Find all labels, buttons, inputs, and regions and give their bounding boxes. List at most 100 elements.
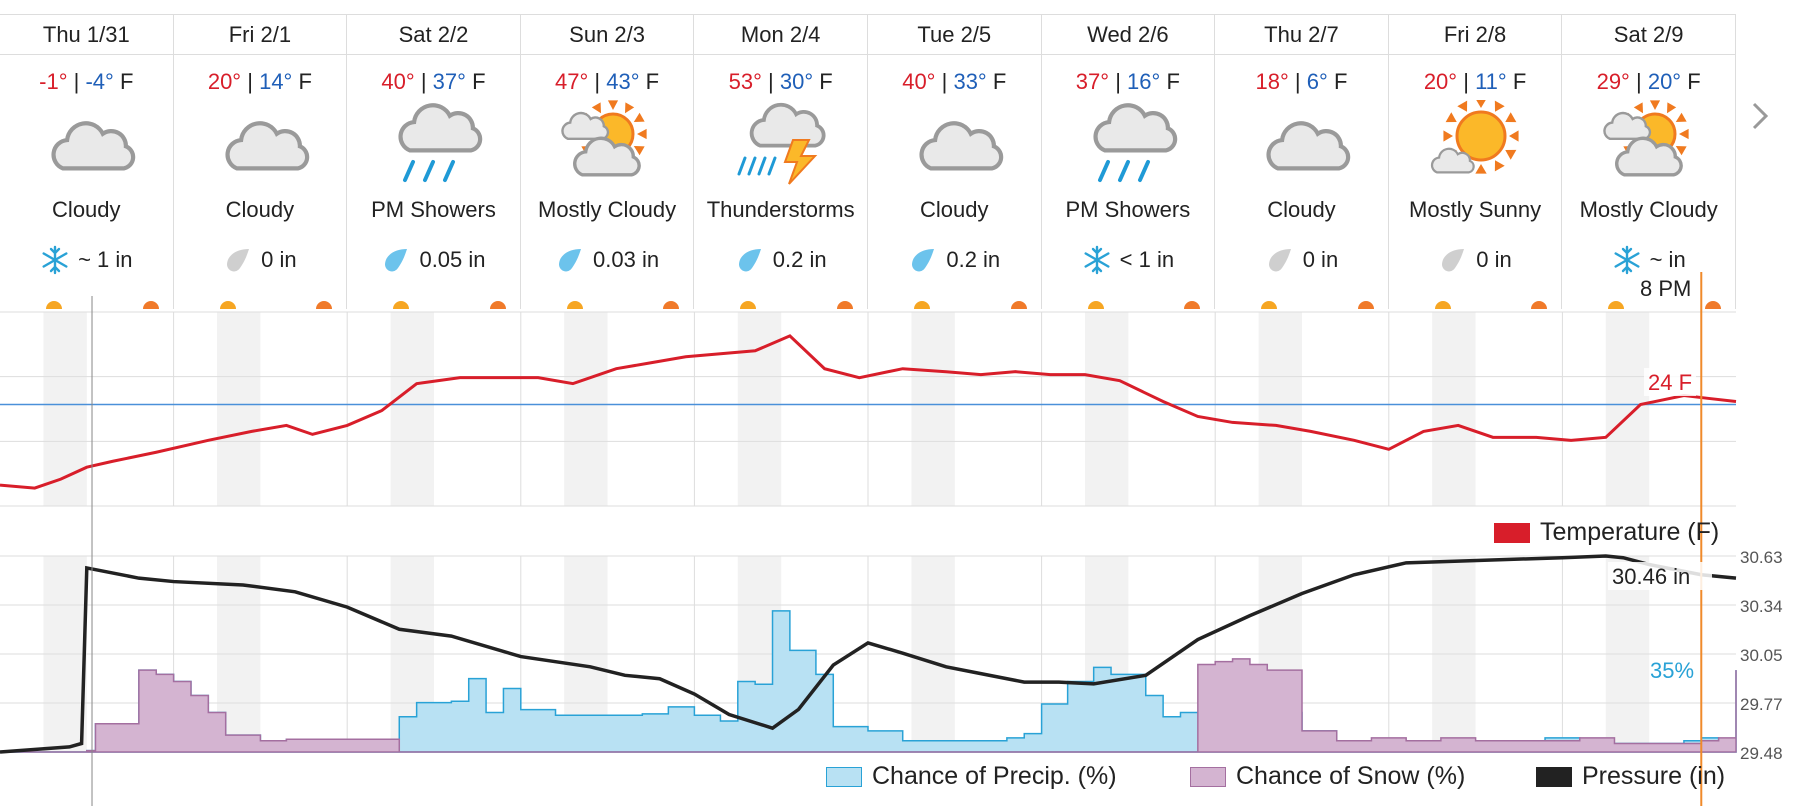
temp-panel-band	[737, 312, 782, 506]
temp-unit: F	[992, 69, 1007, 94]
forecast-days: Thu 1/31 -1° | -4° F Cloudy ~ 1 in Fri 2…	[0, 14, 1736, 309]
sunrise-icon	[1261, 301, 1278, 309]
precip-amount: 0 in	[1389, 245, 1562, 275]
day-name: Sun 2/3	[520, 15, 694, 55]
condition-label: Cloudy	[920, 197, 989, 222]
precip-value: 0 in	[261, 247, 297, 272]
low-temp: 6°	[1306, 69, 1328, 94]
sunrise-icon	[566, 301, 583, 309]
day-column[interactable]: Tue 2/5 40° | 33° F Cloudy 0.2 in	[867, 15, 1042, 309]
hover-pressure-label: 30.46 in	[1612, 564, 1690, 589]
temp-unit: F	[472, 69, 486, 94]
precip-value: ~ 1 in	[78, 247, 133, 272]
high-temp: 18°	[1255, 69, 1289, 94]
day-temps: 40° | 37° F	[347, 67, 520, 97]
precip-amount: 0 in	[174, 245, 347, 275]
sunrise-icon	[219, 301, 236, 309]
precip-value: 0.03 in	[593, 247, 660, 272]
day-temps: 20° | 14° F	[174, 67, 347, 97]
low-temp: 30°	[779, 69, 814, 94]
precip-panel-band	[911, 556, 955, 752]
sunset-icon	[836, 301, 853, 309]
sunset-icon	[1531, 301, 1548, 309]
temp-panel-band	[43, 312, 87, 506]
mostly-cloudy-icon	[521, 100, 694, 189]
mostly-sunny-icon	[1389, 100, 1562, 189]
sunrise-sunset-markers	[694, 299, 867, 309]
temp-panel-band	[1605, 312, 1650, 506]
precip-amount: 0.03 in	[521, 245, 694, 275]
pressure-tick-label: 30.05	[1740, 646, 1783, 665]
condition-label: PM Showers	[1065, 197, 1191, 222]
day-temps: 47° | 43° F	[521, 67, 694, 97]
day-column[interactable]: Thu 1/31 -1° | -4° F Cloudy ~ 1 in	[0, 15, 174, 309]
day-name: Fri 2/8	[1388, 15, 1562, 55]
day-column[interactable]: Fri 2/1 20° | 14° F Cloudy 0 in	[173, 15, 348, 309]
condition-label: PM Showers	[371, 197, 496, 222]
day-temps: 20° | 11° F	[1389, 67, 1562, 97]
sunset-icon	[489, 301, 506, 309]
drop-gray-icon	[223, 245, 253, 275]
temp-separator: |	[1635, 69, 1642, 94]
cloud-icon	[0, 101, 173, 189]
precip-panel-band	[1605, 556, 1650, 752]
sunrise-icon	[1434, 301, 1451, 309]
temp-panel-band	[217, 312, 261, 506]
legend-pressure-swatch	[1536, 766, 1572, 787]
temp-separator: |	[420, 69, 427, 94]
low-temp: 14°	[259, 69, 293, 94]
high-temp: 53°	[728, 69, 762, 94]
low-temp: 43°	[606, 69, 640, 94]
pressure-tick-label: 30.34	[1740, 597, 1783, 616]
condition-label: Mostly Cloudy	[1579, 197, 1718, 222]
hover-temp-label-bg	[1644, 368, 1696, 396]
pressure-line	[0, 554, 1737, 754]
sunrise-sunset-markers	[1389, 299, 1562, 309]
day-name: Fri 2/1	[173, 15, 347, 55]
sunrise-sunset-markers	[0, 299, 173, 309]
sunset-icon	[663, 301, 680, 309]
day-column[interactable]: Sat 2/9 29° | 20° F Mostly Cloudy ~ in	[1562, 15, 1736, 309]
day-column[interactable]: Thu 2/7 18° | 6° F Cloudy 0 in	[1215, 15, 1389, 309]
temp-separator: |	[1463, 69, 1469, 94]
sunset-icon	[1184, 301, 1201, 309]
high-temp: 40°	[381, 69, 415, 94]
mostly-cloudy-icon	[1562, 100, 1735, 189]
sunrise-icon	[913, 301, 930, 309]
day-column[interactable]: Fri 2/8 20° | 11° F Mostly Sunny 0 in	[1388, 15, 1563, 309]
temp-unit: F	[1333, 69, 1348, 94]
next-days-button[interactable]	[1744, 96, 1776, 136]
high-temp: 29°	[1596, 69, 1630, 94]
pressure-tick-label: 30.63	[1740, 548, 1783, 567]
temp-separator: |	[768, 69, 774, 94]
day-column[interactable]: Sat 2/2 40° | 37° F PM Showers 0.05 in	[347, 15, 521, 309]
sunrise-icon	[1087, 301, 1104, 309]
temp-unit: F	[645, 69, 660, 94]
high-temp: 20°	[207, 69, 242, 94]
snowflake-icon	[1612, 245, 1642, 275]
hover-temp-label: 24 F	[1648, 370, 1692, 395]
day-column[interactable]: Wed 2/6 37° | 16° F PM Showers < 1 in	[1041, 15, 1216, 309]
temp-separator: |	[941, 69, 948, 94]
sunrise-sunset-markers	[868, 299, 1041, 309]
snowflake-icon	[40, 245, 70, 275]
precip-panel-band	[564, 556, 608, 752]
temp-panel-band	[390, 312, 434, 506]
precip-panel-band	[217, 556, 261, 752]
sunset-icon	[316, 301, 333, 309]
day-temps: 29° | 20° F	[1562, 67, 1735, 97]
thunderstorm-icon	[694, 101, 867, 189]
precip-panel-band	[1258, 556, 1302, 752]
day-column[interactable]: Mon 2/4 53° | 30° F Thunderstorms 0.2 in	[694, 15, 868, 309]
high-temp: 37°	[1075, 69, 1110, 94]
low-temp: 16°	[1127, 69, 1161, 94]
precip-panel-band	[1085, 556, 1129, 752]
precip-panel-band	[1432, 556, 1476, 752]
day-column[interactable]: Sun 2/3 47° | 43° F Mostly Cloudy 0.03 i…	[520, 15, 695, 309]
legend-snow: Chance of Snow (%)	[1190, 762, 1465, 791]
sunrise-sunset-markers	[1042, 299, 1215, 309]
legend-snow-label: Chance of Snow (%)	[1236, 762, 1466, 790]
snowflake-icon	[1082, 245, 1112, 275]
precip-amount: ~ 1 in	[0, 245, 173, 275]
temp-unit: F	[1687, 69, 1701, 94]
